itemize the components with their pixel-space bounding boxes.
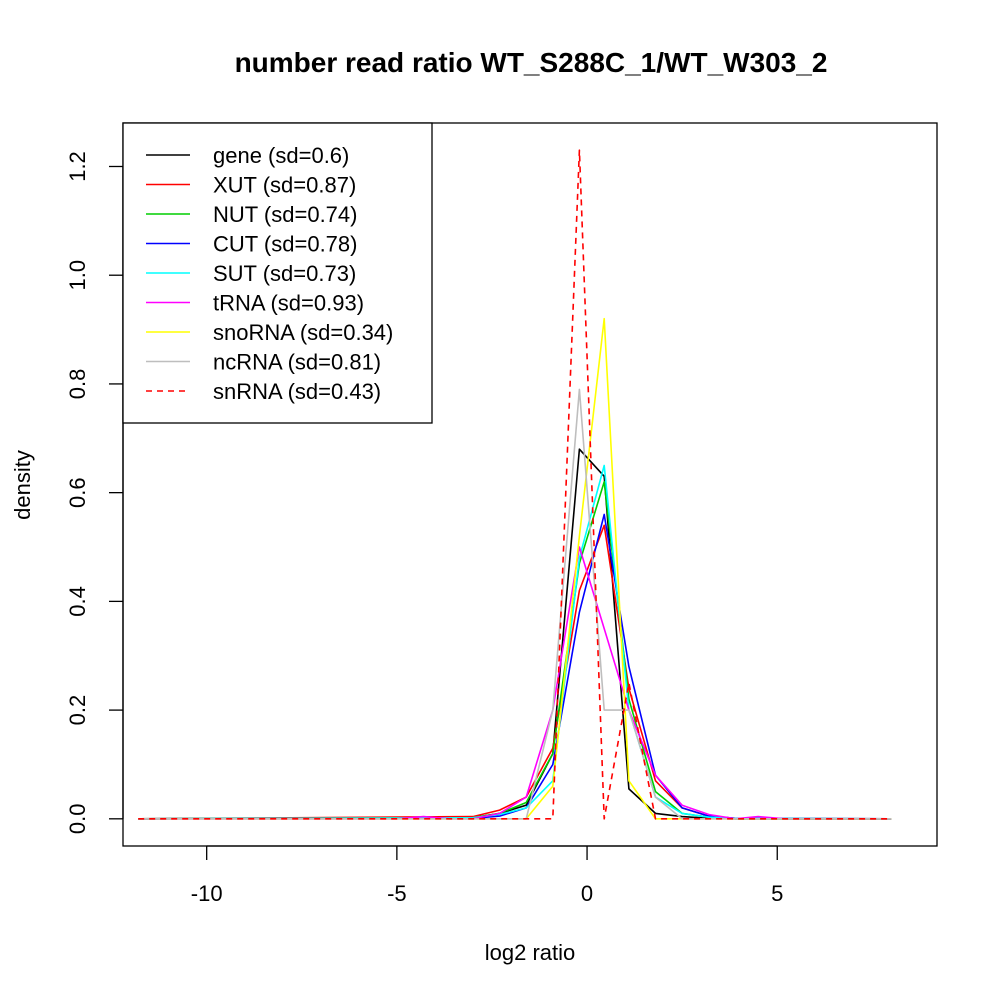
series-line-7	[138, 388, 892, 820]
x-tick-label: 0	[581, 881, 593, 906]
y-tick-label: 0.2	[65, 695, 90, 726]
legend-label-1: XUT (sd=0.87)	[213, 173, 356, 198]
legend-label-2: NUT (sd=0.74)	[213, 202, 357, 227]
y-tick-label: 0.6	[65, 477, 90, 508]
y-tick-label: 1.0	[65, 260, 90, 291]
y-axis: 0.0 0.2 0.4 0.6 0.8 1.0 1.2	[65, 151, 124, 835]
series-lines	[138, 149, 892, 820]
legend-label-3: CUT (sd=0.78)	[213, 232, 357, 257]
chart-title: number read ratio WT_S288C_1/WT_W303_2	[235, 47, 828, 78]
legend-label-0: gene (sd=0.6)	[213, 143, 349, 168]
y-tick-label: 1.2	[65, 151, 90, 182]
legend: gene (sd=0.6) XUT (sd=0.87) NUT (sd=0.74) C…	[122, 122, 433, 424]
series-line-0	[138, 448, 892, 820]
series-line-3	[138, 513, 892, 820]
series-line-1	[138, 524, 892, 820]
legend-label-6: snoRNA (sd=0.34)	[213, 320, 393, 345]
x-tick-label: -10	[191, 881, 223, 906]
series-line-4	[138, 464, 892, 820]
series-line-2	[138, 480, 892, 820]
legend-label-5: tRNA (sd=0.93)	[213, 291, 364, 316]
x-axis: -10 -5 0 5	[191, 845, 783, 906]
y-tick-label: 0.0	[65, 804, 90, 835]
y-tick-label: 0.4	[65, 586, 90, 617]
series-line-5	[138, 546, 892, 820]
legend-label-8: snRNA (sd=0.43)	[213, 379, 381, 404]
legend-label-7: ncRNA (sd=0.81)	[213, 350, 381, 375]
x-tick-label: -5	[387, 881, 407, 906]
y-axis-label: density	[10, 450, 35, 520]
x-axis-label: log2 ratio	[485, 940, 576, 965]
series-line-8	[138, 149, 892, 820]
x-tick-label: 5	[771, 881, 783, 906]
legend-label-4: SUT (sd=0.73)	[213, 261, 356, 286]
y-tick-label: 0.8	[65, 369, 90, 400]
